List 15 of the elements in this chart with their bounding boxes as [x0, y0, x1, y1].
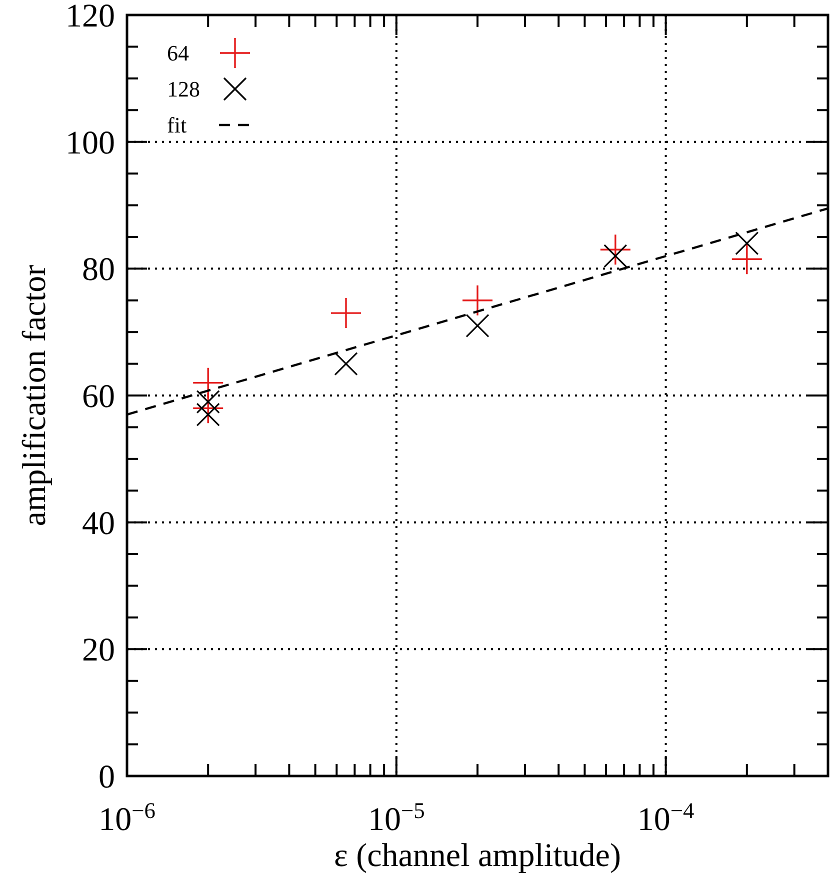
x-tick-label: 10$^{−5}$ [368, 798, 425, 838]
legend-label: 128 [167, 76, 200, 102]
x-axis-title: ε (channel amplitude) [334, 838, 621, 874]
y-tick-label: 20 [82, 632, 115, 669]
y-tick-label: 40 [82, 506, 115, 542]
y-tick-label: 0 [98, 760, 115, 796]
legend-label: fit [167, 112, 187, 138]
y-tick-label: 60 [82, 379, 115, 416]
x-tick-label: 10$^{−4}$ [637, 798, 694, 838]
y-tick-label: 80 [82, 252, 115, 288]
y-tick-label: 120 [66, 0, 115, 35]
x-tick-label: 10$^{−6}$ [98, 798, 156, 838]
y-axis-title: amplification factor [17, 264, 53, 526]
y-tick-label: 100 [66, 125, 115, 162]
legend-label: 64 [167, 40, 189, 66]
